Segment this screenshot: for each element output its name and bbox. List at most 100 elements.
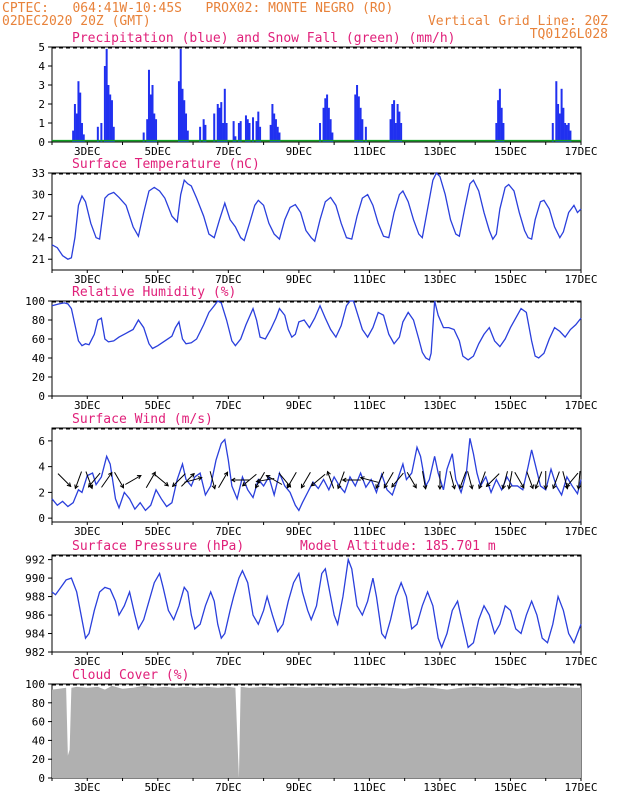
panel-3-xtick-label: 15DEC [494,525,527,538]
wind-arrow [514,471,525,489]
precip-bar [220,102,223,142]
wind-arrow-head [341,477,347,483]
wind-arrow-head [501,484,506,490]
precip-bar [322,107,325,142]
wind-arrow-head [119,483,125,489]
header-station-line: CPTEC: 064:41W-10:45S PROX02: MONTE NEGR… [2,1,394,16]
wind-arrow-head [87,482,93,488]
wind-arrow-head [255,483,260,489]
precip-bar [105,48,108,142]
panel-1-title: Surface Temperature (nC) [72,157,260,172]
precip-bar [234,136,237,142]
panel-0-ytick-label: 5 [38,41,45,54]
wind-arrow [449,471,456,489]
panel-2-xtick-label: 9DEC [286,399,313,412]
panel-0-ytick-label: 1 [38,117,45,130]
precip-bar [213,113,216,142]
wind-arrow [502,471,508,489]
panel-4-xtick-label: 15DEC [494,655,527,668]
precip-bar [252,117,255,142]
precip-bar [151,85,154,142]
precip-bar [82,134,85,142]
panel-3-xtick-label: 5DEC [145,525,172,538]
precip-bar [237,123,240,142]
precip-bar [100,123,103,142]
panel-0-frame [51,46,582,143]
precip-bar [183,100,186,142]
panel-1-xtick-label: 7DEC [215,273,242,286]
precip-bar [324,98,327,142]
panel-4-title: Surface Pressure (hPa) [72,539,244,554]
panel-1-xtick-label: 17DEC [564,273,597,286]
wind-arrow-head [458,484,464,490]
wind-arrow-head [326,470,331,476]
wind-arrow [459,471,467,489]
precip-bar [149,94,152,142]
wind-arrow-head [310,481,316,487]
precip-bar [319,123,322,142]
wind-arrow-head [265,474,271,480]
precip-bar [557,104,560,142]
precip-bar [79,92,82,142]
wind-arrow [566,472,579,488]
wind-arrow [154,473,169,487]
wind-arrow-head [507,484,512,490]
panel-2-ytick-label: 20 [32,371,45,384]
precip-bar [558,113,561,142]
wind-arrow-head [485,482,491,488]
wind-arrow-head [211,484,217,490]
panel-3-xtick-label: 11DEC [353,525,386,538]
wind-arrow [535,471,543,489]
panel-4-xtick-label: 9DEC [286,655,313,668]
panel-1-frame [51,172,582,271]
wind-arrow [74,471,82,489]
wind-arrow-head [520,483,525,489]
panel-4-ytick-label: 988 [25,591,45,604]
precip-bar [364,126,367,142]
panel-3-title: Surface Wind (m/s) [72,412,213,427]
cloud-cover-area [52,685,581,778]
wind-arrow-head [74,484,79,490]
panel-5-xtick-label: 15DEC [494,781,527,794]
panel-3-ytick-label: 6 [38,435,45,448]
header-date-line: 02DEC2020 20Z (GMT) [2,14,151,29]
panel-0-xtick-label: 13DEC [423,145,456,158]
precip-bar [278,132,281,142]
wind-arrow [218,471,228,489]
wind-arrow-head [534,484,539,490]
precip-bar [500,107,503,142]
precip-bar [246,119,249,142]
precip-bar [565,124,568,142]
panel-5-xtick-label: 11DEC [353,781,386,794]
panel-2-xtick-label: 7DEC [215,399,242,412]
wind-arrow-head [565,482,571,488]
precip-bar [218,107,221,142]
precip-bar [103,66,106,142]
panel-5-ytick-label: 60 [32,716,45,729]
wind-arrow-head [197,476,203,481]
precip-bar [186,130,189,142]
precip-bar [248,123,251,142]
precip-bar [223,88,226,142]
precip-bar [77,81,80,142]
panel-3-series-line [51,438,582,512]
panel-1-xtick-label: 11DEC [353,273,386,286]
wind-arrow [422,471,427,489]
panel-2-xtick-label: 5DEC [145,399,172,412]
panel-4-ytick-label: 990 [25,572,45,585]
wind-arrow [467,471,473,489]
wind-arrow-head [422,484,428,490]
wind-arrow-head [255,478,261,484]
wind-arrow-head [391,482,396,488]
panel-2-xtick-label: 3DEC [74,399,101,412]
wind-arrow [145,471,156,489]
wind-arrow [172,473,186,487]
precip-bar [560,88,563,142]
panel-3-xtick-label: 3DEC [74,525,101,538]
panel-4-ytick-label: 982 [25,646,45,659]
precip-bar [107,85,110,142]
precip-bar [271,104,274,142]
panel-1-ytick-label: 21 [32,253,45,266]
precip-bar [185,113,188,142]
